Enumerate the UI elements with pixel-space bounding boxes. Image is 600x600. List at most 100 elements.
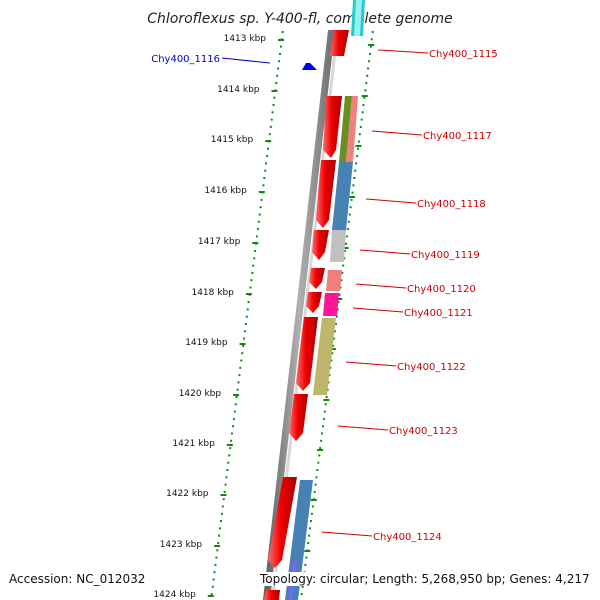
leader-1119 xyxy=(359,249,411,255)
track-dot xyxy=(322,425,324,428)
gene-arrow-1124 xyxy=(268,477,297,568)
track-dot xyxy=(221,505,224,508)
leader-1122 xyxy=(345,361,397,367)
kbp-tick-marks xyxy=(207,39,375,597)
kbp-tick-outer xyxy=(336,298,343,300)
leader-1118 xyxy=(365,198,417,204)
kbp-label: 1413 kbp xyxy=(224,34,267,44)
gene-label-1117[interactable]: Chy400_1117 xyxy=(423,131,492,142)
track-dot xyxy=(305,556,308,559)
track-dot xyxy=(338,293,341,296)
track-dot xyxy=(239,366,242,369)
track-dot xyxy=(249,286,252,289)
track-dot xyxy=(324,403,327,406)
gene-arrow-1115 xyxy=(330,30,349,56)
track-dot xyxy=(332,344,335,347)
track-dot xyxy=(357,140,360,143)
kbp-tick-outer xyxy=(355,145,362,147)
gene-label-1121[interactable]: Chy400_1121 xyxy=(404,308,473,319)
genome-backbone xyxy=(263,30,335,600)
track-dot xyxy=(320,439,323,442)
track-dot xyxy=(322,417,325,420)
track-dot xyxy=(226,469,229,471)
track-dot xyxy=(281,31,284,33)
track-dot xyxy=(337,301,340,304)
gene-arrow-1120 xyxy=(309,268,325,289)
track-dot xyxy=(246,308,249,311)
kbp-label: 1417 kbp xyxy=(198,237,241,247)
track-dot xyxy=(232,425,234,428)
track-dot xyxy=(273,96,276,99)
track-dot xyxy=(250,279,253,282)
track-dot xyxy=(234,403,237,406)
track-dot xyxy=(217,542,220,544)
track-dot xyxy=(368,60,371,63)
track-dot xyxy=(355,162,358,165)
feature-block-cyan-light xyxy=(354,0,362,36)
kbp-tick xyxy=(245,293,252,295)
track-dot xyxy=(333,330,336,333)
track-dot xyxy=(331,352,334,355)
track-dot xyxy=(304,563,307,566)
gene-label-1116[interactable]: Chy400_1116 xyxy=(151,54,220,65)
track-dot xyxy=(269,125,272,128)
track-dot xyxy=(353,177,356,179)
track-dot xyxy=(345,235,348,238)
gene-arrow-1119 xyxy=(312,230,329,260)
track-dot xyxy=(237,381,240,384)
kbp-tick xyxy=(220,494,227,496)
track-dot xyxy=(265,162,268,165)
track-dot xyxy=(360,118,363,121)
track-dot xyxy=(311,505,314,508)
gene-label-1124[interactable]: Chy400_1124 xyxy=(373,532,442,543)
track-dot xyxy=(253,257,256,260)
kbp-tick xyxy=(265,140,272,142)
track-dot xyxy=(276,74,279,77)
gene-label-1122[interactable]: Chy400_1122 xyxy=(397,362,466,373)
track-dot xyxy=(363,96,366,99)
feature-block-steelblue xyxy=(332,162,353,230)
gene-label-1120[interactable]: Chy400_1120 xyxy=(407,284,476,295)
track-dot xyxy=(277,67,280,70)
kbp-label: 1421 kbp xyxy=(172,439,215,449)
gene-label-1119[interactable]: Chy400_1119 xyxy=(411,250,480,261)
track-dot xyxy=(215,556,218,559)
track-dot xyxy=(243,337,245,340)
track-dot xyxy=(342,264,345,267)
forward-genes xyxy=(264,30,349,600)
gene-label-1123[interactable]: Chy400_1123 xyxy=(389,426,458,437)
track-dot xyxy=(347,220,350,223)
leader-1124 xyxy=(321,531,373,537)
track-dot xyxy=(262,184,265,187)
track-dot xyxy=(316,469,319,471)
track-dot xyxy=(256,228,259,231)
kbp-tick xyxy=(239,343,246,345)
track-dot xyxy=(210,593,213,596)
track-dot xyxy=(366,74,369,77)
feature-block-salmon xyxy=(346,96,358,162)
kbp-tick xyxy=(258,191,265,193)
gene-label-1115[interactable]: Chy400_1115 xyxy=(429,49,498,60)
track-dot xyxy=(268,133,271,136)
kbp-tick xyxy=(252,242,259,244)
track-dot xyxy=(223,490,226,493)
track-dot xyxy=(219,527,221,530)
track-dot xyxy=(243,330,246,333)
track-dot xyxy=(314,483,317,486)
tick-dots xyxy=(210,31,374,596)
track-dot xyxy=(216,549,219,552)
track-dot xyxy=(241,352,244,355)
track-dot xyxy=(278,60,281,63)
track-dot xyxy=(354,169,357,172)
kbp-tick xyxy=(226,444,233,446)
track-dot xyxy=(224,483,227,486)
kbp-tick xyxy=(214,545,221,547)
gene-label-1118[interactable]: Chy400_1118 xyxy=(417,199,486,210)
track-dot xyxy=(300,593,303,596)
track-dot xyxy=(272,104,275,106)
feature-block-khaki xyxy=(313,318,336,395)
leader-1115 xyxy=(377,49,429,54)
gene-arrow-1118 xyxy=(316,160,336,228)
